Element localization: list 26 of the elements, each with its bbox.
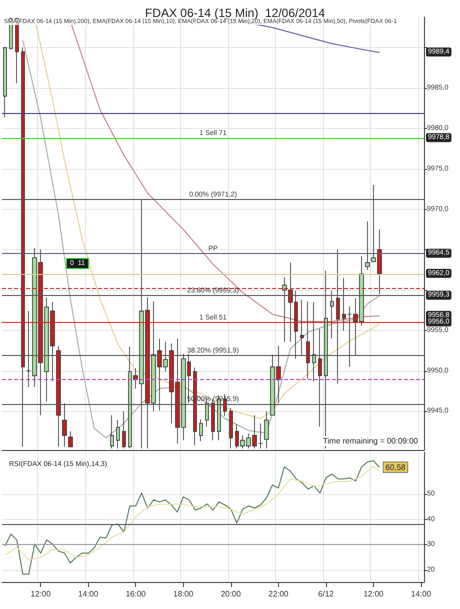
candlestick (62, 402, 67, 448)
x-tick-label: 20:00 (220, 590, 242, 598)
x-tick-label: 14:00 (411, 590, 432, 598)
chart-title: FDAX 06-14 (15 Min) 12/06/2014 (144, 6, 326, 20)
candlestick (300, 299, 304, 356)
candlestick (211, 398, 215, 441)
x-tick-label: 14:00 (78, 590, 99, 598)
x-tick-label: 12:00 (363, 590, 384, 598)
candlestick (330, 290, 334, 339)
candlestick (365, 220, 370, 270)
x-tick-label: 12:00 (30, 590, 52, 598)
candlestick (56, 345, 61, 448)
candlestick (3, 46, 7, 118)
line-series (4, 460, 380, 575)
candlestick (68, 431, 73, 448)
candlestick (306, 300, 310, 380)
line-series (4, 466, 380, 560)
x-tick-label: 22:00 (268, 590, 289, 598)
candlestick (312, 302, 316, 382)
x-tick-label: 16:00 (126, 590, 146, 598)
x-tick-label: 6/12 (318, 590, 334, 598)
x-tick-label: 18:00 (173, 590, 194, 598)
candlestick (199, 418, 203, 442)
data-label: 60,58 (385, 462, 406, 472)
annotation: Time remaining = 00:09:00 (322, 436, 419, 446)
candlestick (318, 328, 322, 427)
